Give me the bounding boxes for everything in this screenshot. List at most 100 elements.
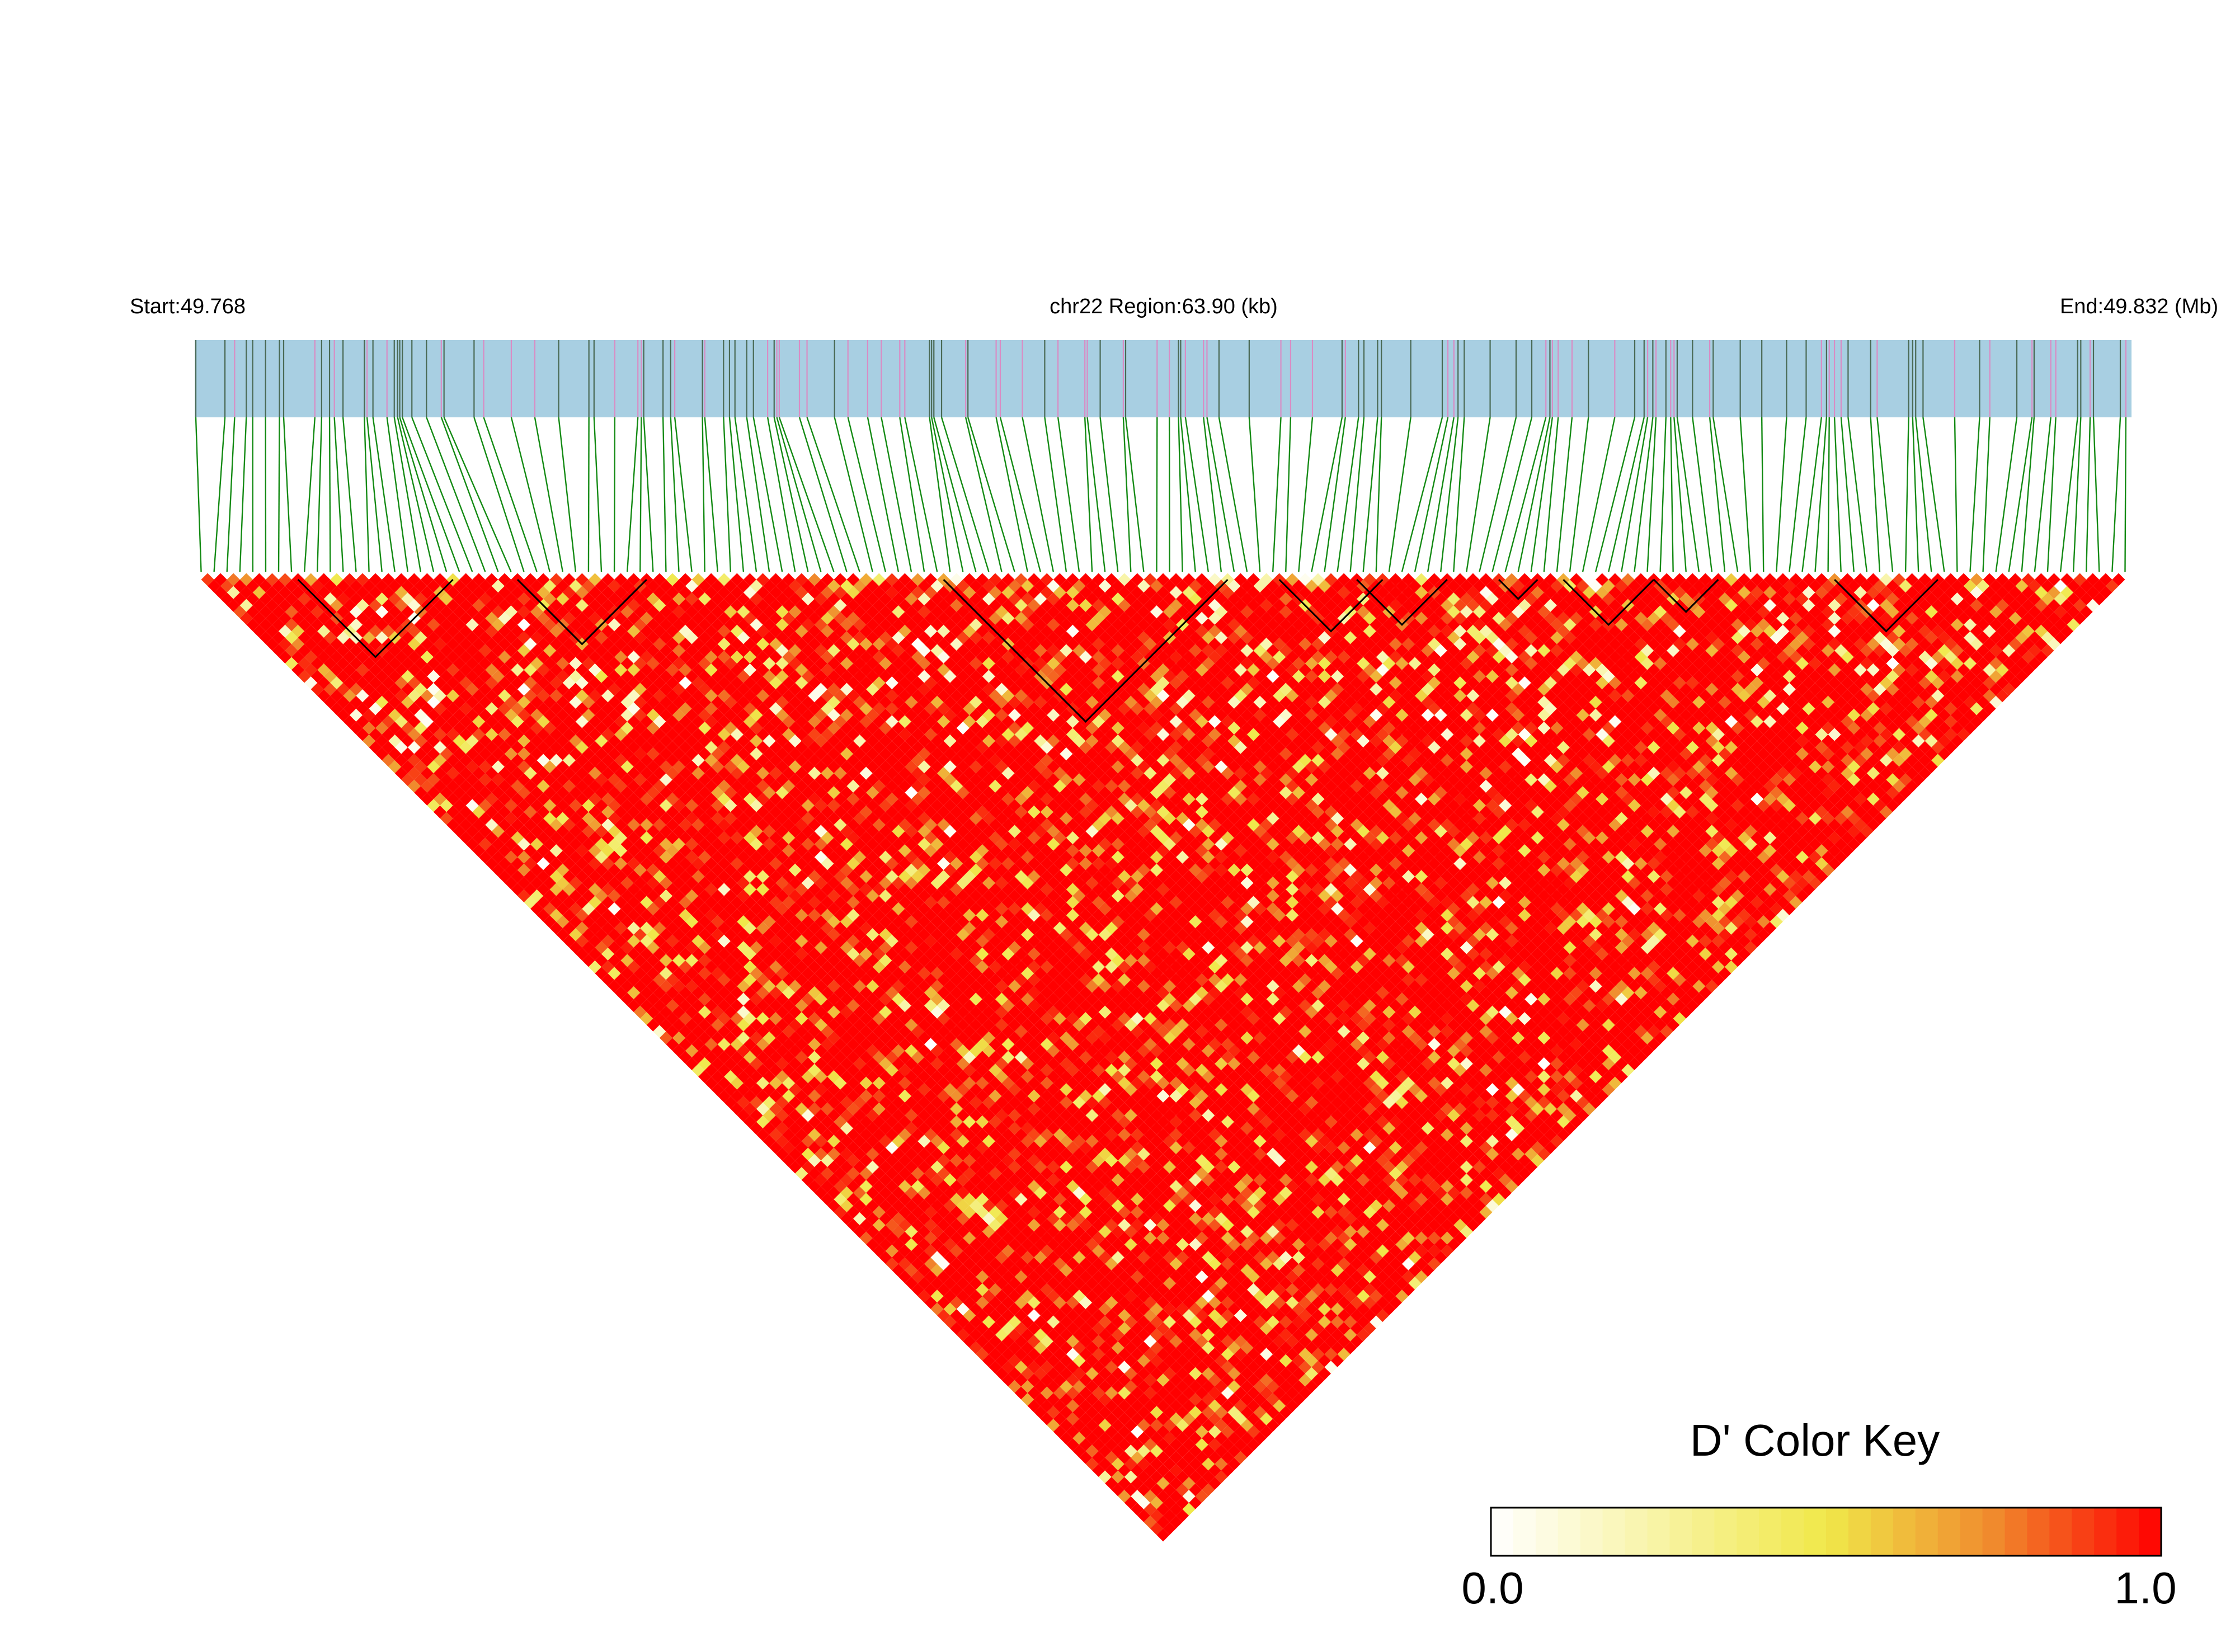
ld-cell (562, 934, 576, 948)
ld-cell (252, 586, 266, 599)
snp-connector (1582, 417, 1616, 572)
ld-cell (323, 631, 337, 644)
ld-cell (879, 1212, 892, 1225)
snp-connector (967, 417, 1015, 572)
ld-cell (1137, 1509, 1150, 1522)
ld-cell (530, 850, 544, 864)
snp-connector (1840, 417, 1855, 572)
ld-cell (201, 573, 214, 586)
snp-connector (1569, 417, 1589, 572)
snp-connector (1099, 417, 1119, 572)
ld-cell (485, 831, 498, 845)
ld-cell (272, 631, 285, 644)
snp-connector (1659, 417, 1667, 572)
snp-connector (734, 417, 757, 572)
ld-cell (246, 592, 260, 606)
snp-connector (1206, 417, 1235, 572)
snp-connector (643, 417, 654, 572)
snp-connector (1491, 417, 1533, 572)
ld-cell (737, 1083, 750, 1096)
ld-cell (620, 941, 634, 954)
snp-connector (1670, 417, 1674, 572)
ld-cell (343, 676, 356, 690)
ld-cell (924, 1270, 938, 1283)
ld-cell (369, 676, 382, 690)
ld-cell (601, 973, 615, 987)
snp-connector (1324, 417, 1347, 572)
ld-cell (279, 599, 292, 612)
ld-cell (924, 1218, 938, 1232)
ld-cell (562, 921, 576, 935)
ld-cell (440, 734, 453, 748)
ld-cell (943, 1302, 957, 1316)
snp-connector (1375, 417, 1382, 572)
ld-cell (349, 695, 363, 709)
ld-cell (982, 1354, 995, 1367)
ld-cell (1105, 1438, 1118, 1451)
ld-cell (227, 573, 240, 586)
ld-cell (323, 618, 337, 632)
snp-connector (1122, 417, 1132, 572)
ld-cell (1021, 1315, 1034, 1329)
ld-cell (982, 1302, 995, 1316)
ld-cell (420, 728, 434, 741)
ld-cell (1124, 1496, 1137, 1509)
ld-cell (459, 754, 473, 767)
ld-cell (943, 1264, 957, 1277)
ld-cell (504, 812, 517, 825)
ld-cell (414, 747, 427, 761)
ld-cell (840, 1122, 854, 1135)
ld-cell (963, 1296, 976, 1310)
ld-cell (401, 747, 415, 761)
ld-cell (659, 980, 672, 993)
ld-cell (524, 844, 537, 858)
snp-connector (1595, 417, 1636, 572)
snp-connector (1414, 417, 1449, 572)
ld-cell (763, 1057, 776, 1071)
ld-cell (679, 999, 692, 1013)
ld-cell (543, 889, 557, 902)
ld-cell (504, 786, 517, 799)
ld-cell (879, 1173, 892, 1187)
ld-cell (717, 999, 731, 1013)
ld-cell (1085, 1432, 1099, 1445)
snp-connector (1298, 417, 1314, 572)
ld-cell (504, 876, 517, 889)
ld-cell (763, 1096, 776, 1109)
ld-cell (279, 650, 292, 664)
ld-cell (782, 1154, 796, 1168)
ld-cell (369, 741, 382, 754)
ld-cell (801, 1109, 815, 1122)
ld-cell (1021, 1393, 1034, 1406)
ld-cell (453, 747, 466, 761)
ld-cell (440, 721, 453, 735)
ld-cell (717, 1025, 731, 1038)
ld-cell (943, 1277, 957, 1290)
ld-cell (963, 1270, 976, 1283)
snp-connector (1739, 417, 1752, 572)
ld-cell (530, 889, 544, 902)
ld-cell (363, 695, 376, 709)
ld-cell (1124, 1419, 1137, 1432)
ld-cell (472, 779, 486, 793)
snp-connector (1479, 417, 1517, 572)
ld-cell (1085, 1393, 1099, 1406)
ld-cell (782, 1102, 796, 1116)
snp-connector (2008, 417, 2033, 572)
ld-cell (659, 1005, 672, 1019)
ld-cell (1060, 1367, 1073, 1380)
ld-cell (323, 683, 337, 696)
snp-connector (778, 417, 835, 572)
ld-cell (343, 650, 356, 664)
ld-cell (1001, 1322, 1015, 1335)
ld-cell (801, 1173, 815, 1187)
ld-cell (420, 715, 434, 728)
ld-cell (575, 947, 589, 961)
snp-connectors (195, 417, 2127, 572)
ld-cell (821, 1115, 834, 1128)
snp-connector (1876, 417, 1894, 572)
ld-cell (291, 624, 305, 638)
ld-cell (298, 670, 311, 683)
snp-connector (1084, 417, 1093, 572)
